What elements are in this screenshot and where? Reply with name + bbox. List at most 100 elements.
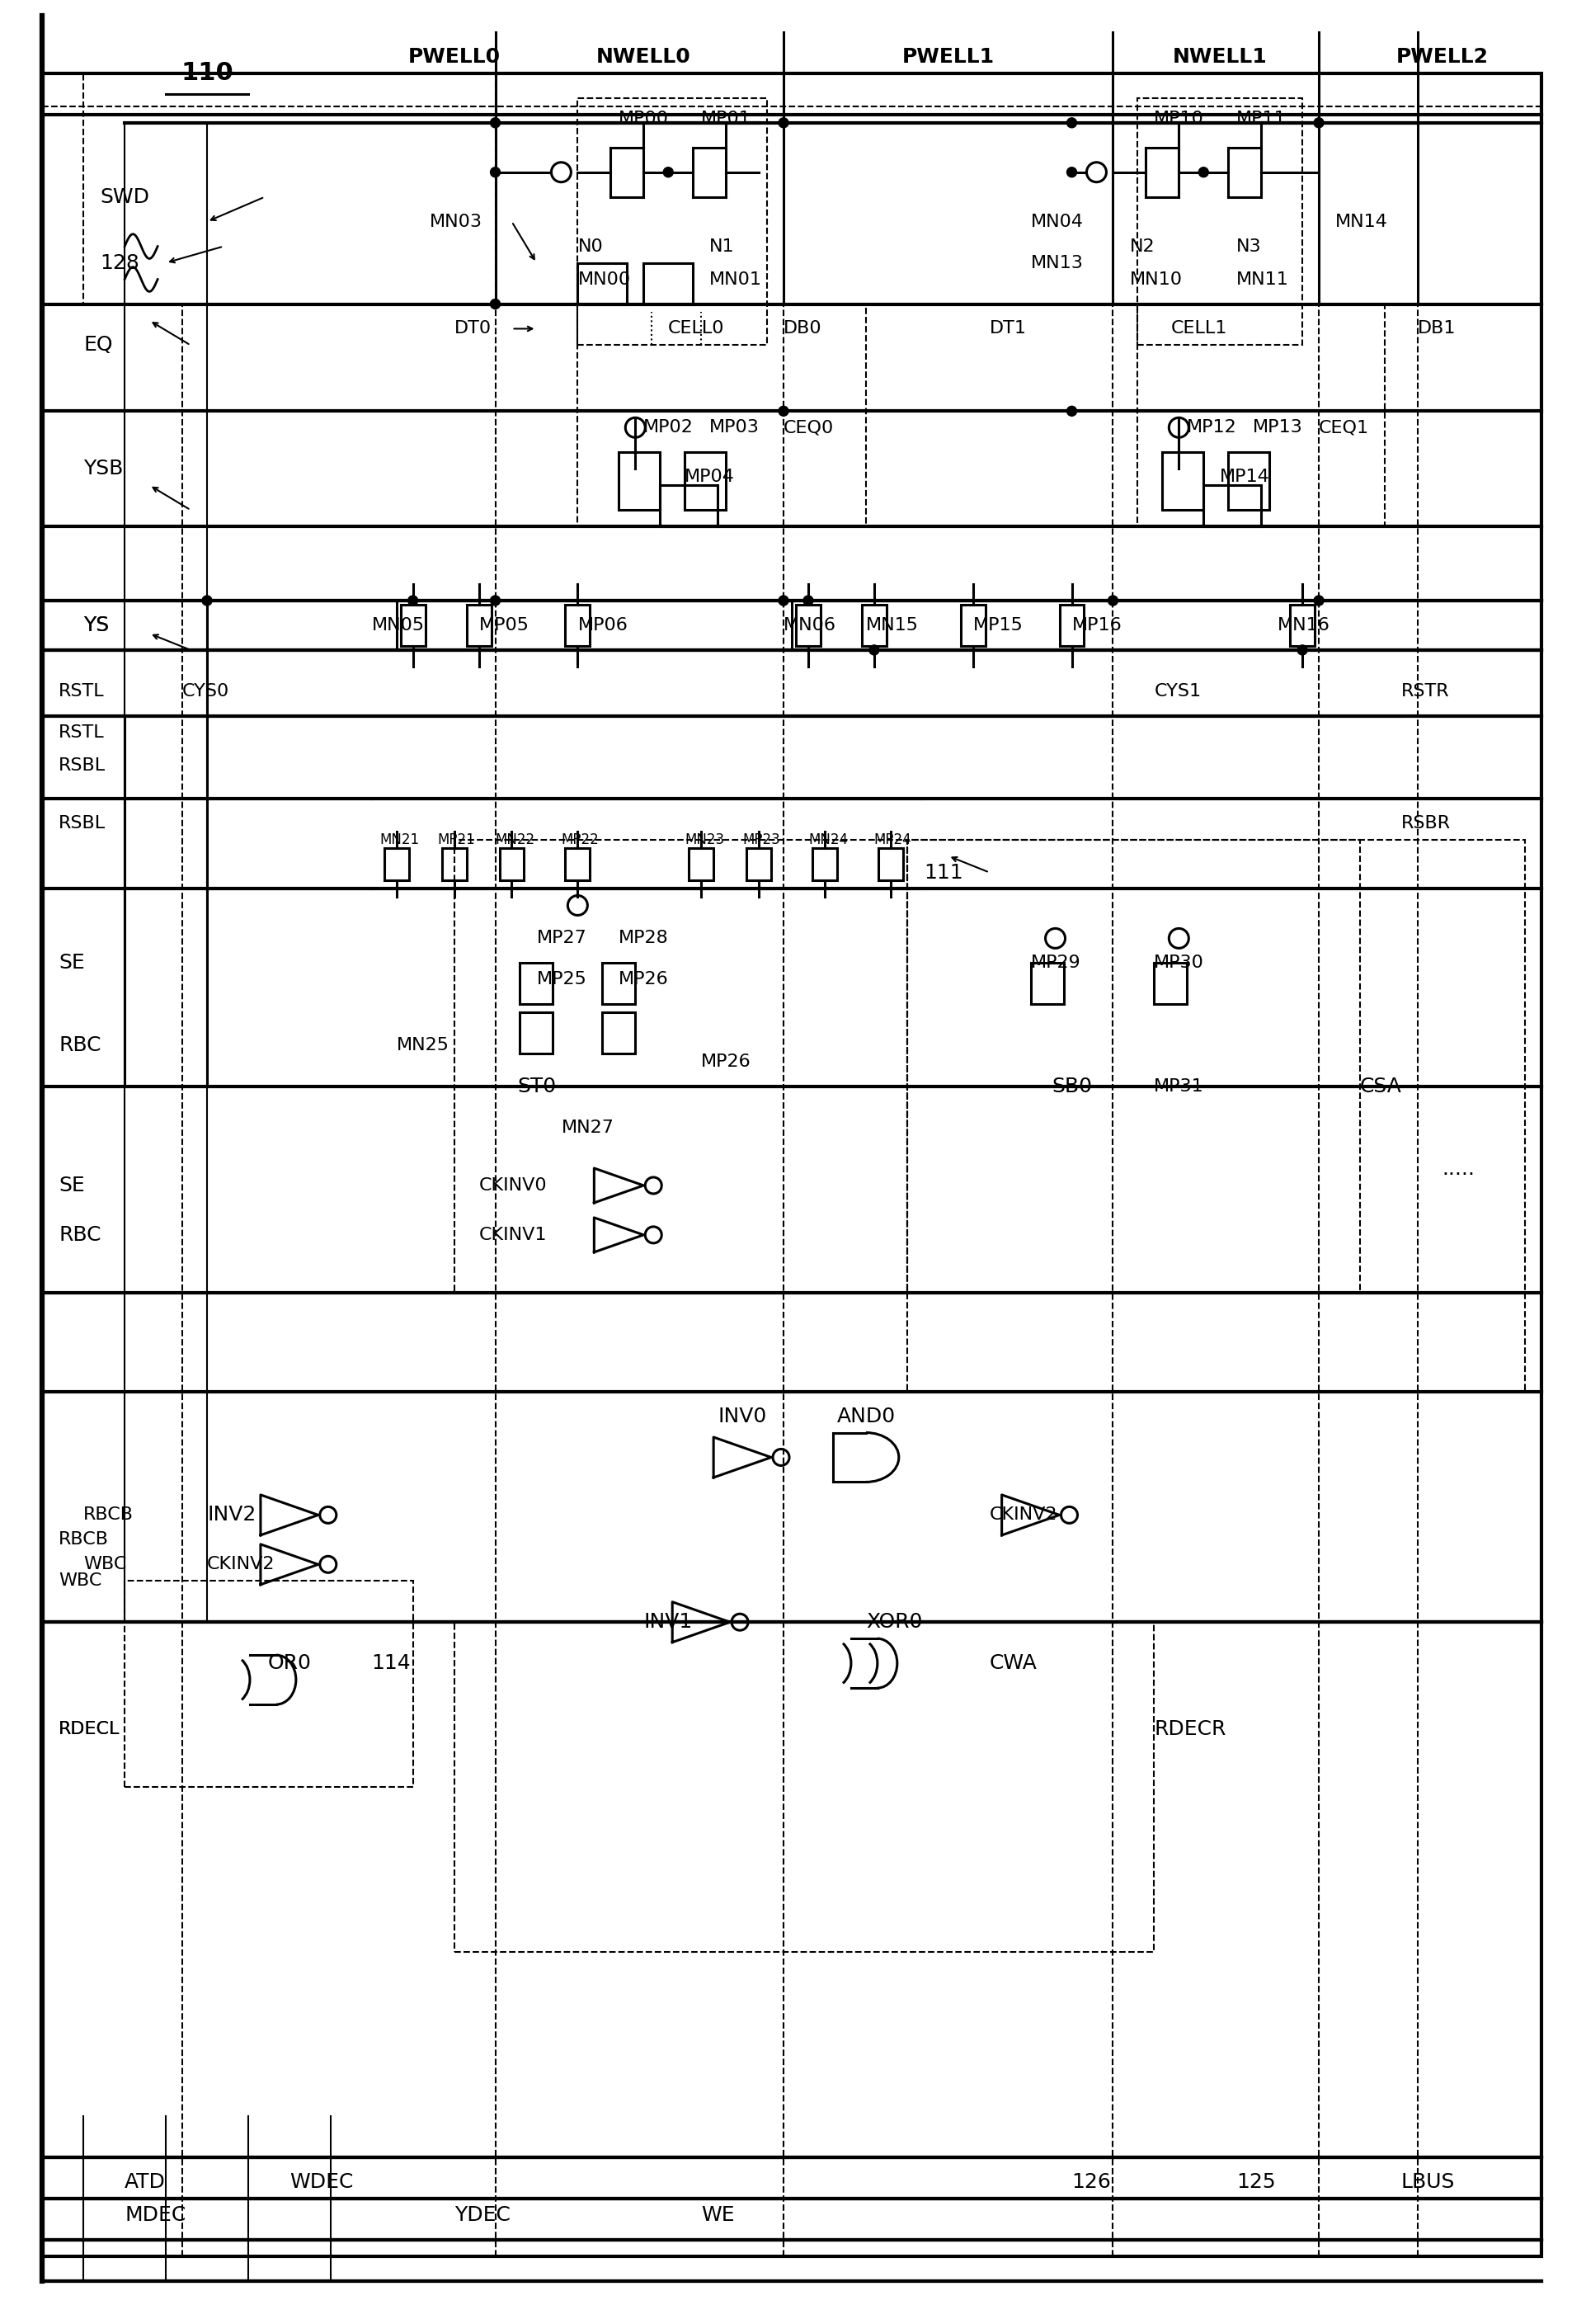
Circle shape <box>1313 595 1324 607</box>
Text: MN23: MN23 <box>685 832 725 846</box>
Bar <box>861 604 887 646</box>
Bar <box>442 848 466 881</box>
Bar <box>1289 604 1315 646</box>
Bar <box>907 839 1524 1392</box>
Text: MP23: MP23 <box>742 832 780 846</box>
Text: MN16: MN16 <box>1278 618 1331 634</box>
Text: MP28: MP28 <box>619 930 669 946</box>
Text: CWA: CWA <box>990 1652 1037 1673</box>
Bar <box>747 848 771 881</box>
Text: MN22: MN22 <box>495 832 534 846</box>
Bar <box>961 604 985 646</box>
Text: CELL0: CELL0 <box>668 321 725 337</box>
Circle shape <box>1313 119 1324 128</box>
Text: EQ: EQ <box>84 335 113 356</box>
Text: CEQ0: CEQ0 <box>783 418 834 437</box>
Text: CKINV2: CKINV2 <box>208 1557 274 1573</box>
Text: MN05: MN05 <box>371 618 425 634</box>
Text: ST0: ST0 <box>517 1076 557 1097</box>
Bar <box>577 98 768 346</box>
Text: YDEC: YDEC <box>454 2205 511 2224</box>
Circle shape <box>1067 407 1077 416</box>
Circle shape <box>1297 646 1307 655</box>
Text: MN25: MN25 <box>396 1037 449 1053</box>
Text: RBCB: RBCB <box>84 1506 133 1522</box>
Bar <box>520 1013 554 1053</box>
Text: CYS1: CYS1 <box>1155 683 1201 700</box>
Circle shape <box>490 119 500 128</box>
Bar <box>565 848 590 881</box>
Text: LBUS: LBUS <box>1400 2173 1454 2192</box>
Circle shape <box>779 407 788 416</box>
Text: YS: YS <box>84 616 109 634</box>
Bar <box>84 74 495 304</box>
Text: MN24: MN24 <box>809 832 849 846</box>
Text: MN01: MN01 <box>709 272 763 288</box>
Bar <box>603 1013 636 1053</box>
Text: MP00: MP00 <box>619 112 669 128</box>
Text: RSBL: RSBL <box>59 758 106 774</box>
Text: MN11: MN11 <box>1237 272 1289 288</box>
Bar <box>577 304 866 528</box>
Text: INV2: INV2 <box>208 1506 255 1525</box>
Bar <box>401 604 425 646</box>
Text: MN03: MN03 <box>430 214 482 230</box>
Text: YS: YS <box>84 616 109 634</box>
Text: NWELL0: NWELL0 <box>596 46 691 67</box>
Circle shape <box>779 119 788 128</box>
Bar <box>1031 962 1064 1004</box>
Text: N2: N2 <box>1129 237 1155 256</box>
Text: MN00: MN00 <box>577 272 631 288</box>
Text: 110: 110 <box>181 60 233 86</box>
Text: MP03: MP03 <box>709 418 760 437</box>
Bar <box>500 848 523 881</box>
Circle shape <box>490 167 500 177</box>
Text: MP26: MP26 <box>701 1053 752 1069</box>
Text: DT1: DT1 <box>990 321 1026 337</box>
Text: CSA: CSA <box>1361 1076 1402 1097</box>
Text: MP29: MP29 <box>1031 955 1080 971</box>
Text: RSTL: RSTL <box>59 725 105 741</box>
Text: RBC: RBC <box>59 1225 102 1246</box>
Text: MDEC: MDEC <box>125 2205 186 2224</box>
Text: MN06: MN06 <box>783 618 836 634</box>
Bar <box>879 848 902 881</box>
Text: RDECL: RDECL <box>59 1722 121 1738</box>
Text: RBCB: RBCB <box>59 1532 109 1548</box>
Text: MP27: MP27 <box>536 930 587 946</box>
Bar <box>1059 604 1085 646</box>
Text: MP05: MP05 <box>479 618 530 634</box>
Text: INV1: INV1 <box>644 1613 693 1631</box>
Text: WE: WE <box>701 2205 734 2224</box>
Text: DB0: DB0 <box>783 321 822 337</box>
Circle shape <box>1067 167 1077 177</box>
Text: RDECL: RDECL <box>59 1722 121 1738</box>
Text: 114: 114 <box>371 1652 411 1673</box>
Text: MP15: MP15 <box>972 618 1023 634</box>
Text: SWD: SWD <box>100 186 149 207</box>
Bar <box>812 848 837 881</box>
Text: MP26: MP26 <box>619 971 669 988</box>
Text: RBC: RBC <box>59 1037 102 1055</box>
Text: WBC: WBC <box>84 1557 127 1573</box>
Text: PWELL0: PWELL0 <box>408 46 500 67</box>
Text: RDECR: RDECR <box>1155 1720 1226 1738</box>
Text: CEQ1: CEQ1 <box>1320 418 1369 437</box>
Text: N0: N0 <box>577 237 603 256</box>
Bar <box>1137 304 1385 528</box>
Text: MP31: MP31 <box>1155 1078 1204 1095</box>
Text: INV0: INV0 <box>718 1406 766 1427</box>
Text: XOR0: XOR0 <box>866 1613 923 1631</box>
Circle shape <box>1109 595 1118 607</box>
Text: SE: SE <box>59 1176 86 1195</box>
Bar <box>619 453 660 509</box>
Text: DB1: DB1 <box>1418 321 1456 337</box>
Bar <box>1137 98 1302 346</box>
Text: MP06: MP06 <box>577 618 628 634</box>
Text: MP10: MP10 <box>1155 112 1204 128</box>
Text: MN14: MN14 <box>1335 214 1388 230</box>
Text: PWELL1: PWELL1 <box>902 46 994 67</box>
Bar <box>520 962 554 1004</box>
Text: MP01: MP01 <box>701 112 752 128</box>
Text: MP12: MP12 <box>1186 418 1237 437</box>
